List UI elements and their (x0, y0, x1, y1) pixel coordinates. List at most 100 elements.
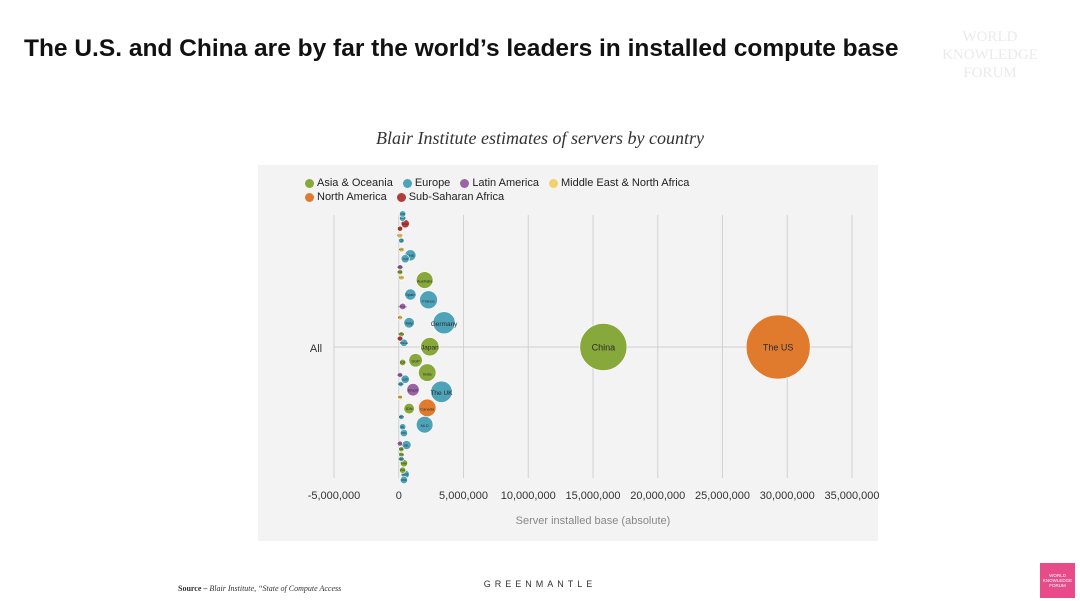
bubble-india: India (418, 363, 437, 382)
bubble-label: NOR (402, 473, 408, 477)
bubble-label: The UK (430, 390, 453, 397)
bubble-marker (432, 311, 456, 335)
bubble-label: NLD (421, 423, 429, 428)
legend-swatch (548, 179, 558, 188)
bubble-label: SAU (399, 275, 404, 279)
bubble-the-uk: The UK (430, 380, 453, 403)
bubble-sgp: SGP (408, 353, 423, 368)
legend-item: Europe (402, 177, 450, 190)
bubble-dnk: DNK (399, 475, 408, 485)
bubble-marker (397, 372, 403, 378)
bubble-marker (398, 446, 405, 453)
bubble-marker (398, 414, 405, 420)
bubble-marker (399, 358, 407, 366)
bubble-isr: ISR (397, 394, 403, 401)
bubble-marker (406, 383, 420, 397)
source-prefix: Source – (178, 584, 208, 593)
bubble-the-us: The US (745, 314, 811, 380)
bubble-label: Japan (421, 344, 439, 351)
bubble-australia: Australia (415, 271, 434, 289)
bubble-kor: KOR (399, 358, 407, 366)
legend-item: Middle East & North Africa (548, 177, 690, 190)
x-tick-label: 15,000,000 (565, 490, 620, 502)
bubble-marker (397, 225, 403, 232)
bubble-marker (397, 381, 404, 387)
bubble-marker (399, 302, 407, 310)
bubble-label: THA (399, 453, 404, 457)
bubble-are: ARE (398, 246, 405, 253)
bubble-irl: IRL (399, 423, 407, 431)
legend-swatch (402, 179, 412, 188)
bubble-china: China (579, 323, 628, 371)
bubble-label: COL (397, 373, 403, 377)
bubble-label: TUR (403, 257, 408, 261)
bubble-sau: SAU (398, 274, 405, 281)
bubble-egy: EGY (397, 232, 403, 239)
bubble-marker (420, 337, 440, 357)
bubble-italy: Italy (403, 317, 415, 329)
bubble-label: KOR (400, 360, 406, 364)
bubble-label: Canada (420, 407, 435, 412)
bubble-label: PRT (399, 415, 405, 419)
source-text: Blair Institute, “State of Compute Acces… (209, 584, 342, 593)
bubble-marker (399, 475, 408, 485)
bubble-nga: NGA (400, 219, 410, 229)
forum-logo: WORLD KNOWLEDGE FORUM (1040, 563, 1075, 598)
bubble-marker (399, 466, 407, 474)
bubble-label: France (422, 299, 435, 304)
bubble-label: Italy (405, 320, 412, 325)
bubble-label: ARE (399, 247, 405, 251)
bubble-label: GRC (398, 457, 404, 461)
bubble-russia: Russia (399, 338, 408, 347)
legend-label: Sub-Saharan Africa (408, 191, 505, 203)
bubble-marker (397, 335, 403, 342)
bubble-germany: Germany (431, 311, 458, 335)
bubble-brazil: Brazil (406, 383, 420, 397)
x-tick-label: 25,000,000 (695, 490, 750, 502)
bubble-label: Germany (431, 321, 458, 328)
bubble-label: The US (763, 343, 794, 353)
bubble-marker (400, 374, 410, 384)
bubble-marker (398, 246, 405, 253)
legend-swatch (305, 193, 314, 202)
bubble-nld: NLD (415, 416, 434, 434)
bubble-label: ISR (398, 395, 402, 399)
bubble-label: IDN (406, 406, 413, 411)
legend-item: North America (305, 191, 387, 204)
bubble-label: Mexico (399, 304, 408, 308)
bubble-label: IRL (401, 425, 406, 429)
legend-swatch (460, 179, 470, 188)
bubble-label: FIN (401, 212, 405, 216)
bubble-grc: GRC (398, 456, 405, 462)
bubble-label: CHE (406, 253, 415, 258)
bubble-label: NZL (399, 447, 404, 451)
bubble-label: BEL (404, 443, 409, 447)
bubble-marker (397, 394, 403, 401)
bubble-label: Australia (417, 279, 433, 284)
bubble-marker (399, 423, 407, 431)
bubble-marker (408, 353, 423, 368)
bubble-label: CZE (399, 238, 404, 242)
bubble-label: Spain (405, 292, 415, 297)
legend-swatch (305, 179, 314, 188)
x-tick-label: 10,000,000 (501, 490, 556, 502)
bubble-label: KEN (397, 336, 402, 340)
bubble-marker (419, 290, 438, 310)
bubble-fin: FIN (399, 210, 407, 218)
bubble-marker (397, 232, 403, 239)
bubble-marker (398, 456, 405, 462)
bubble-label: EGY (397, 233, 403, 237)
bubble-label: POL (401, 431, 407, 435)
bubble-mexico: Mexico (399, 302, 408, 310)
bubble-label: PHL (400, 468, 406, 472)
bubble-nzl: NZL (398, 446, 405, 453)
x-tick-label: 5,000,000 (439, 490, 488, 502)
bubble-marker (415, 416, 434, 434)
legend-item: Sub-Saharan Africa (396, 191, 505, 204)
legend-label: Latin America (472, 177, 539, 189)
bubble-marker (399, 338, 408, 347)
bubble-label: ZAF (398, 226, 403, 230)
bubble-label: VNM (401, 461, 407, 465)
legend-label: Middle East & North Africa (560, 177, 690, 189)
bubble-label: CHL (397, 441, 403, 445)
